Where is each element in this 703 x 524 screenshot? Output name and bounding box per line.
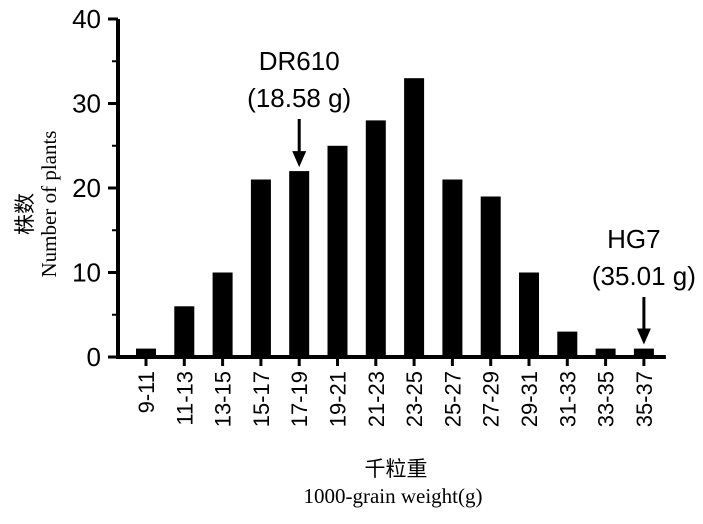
y-ticks-group: 0 10 20 30 40 bbox=[72, 4, 118, 372]
x-tick-label-29-31: 29-31 bbox=[517, 371, 542, 427]
x-tick-label-27-29: 27-29 bbox=[479, 371, 504, 427]
bar-15-17 bbox=[250, 179, 271, 357]
bar-31-33 bbox=[557, 331, 578, 357]
bar-19-21 bbox=[327, 145, 348, 358]
x-tick-label-21-23: 21-23 bbox=[364, 371, 389, 427]
x-tick-label-25-27: 25-27 bbox=[440, 371, 465, 427]
axes-group bbox=[116, 19, 666, 359]
y-axis-label-cn: 株数 bbox=[13, 193, 37, 235]
bar-13-15 bbox=[212, 272, 233, 357]
x-axis-label-cn: 千粒重 bbox=[365, 457, 428, 481]
bar-9-11 bbox=[136, 348, 156, 357]
x-tick-label-35-37: 35-37 bbox=[632, 371, 657, 427]
y-axis-label: Number of plants bbox=[37, 131, 61, 278]
y-tick-label-0: 0 bbox=[87, 342, 101, 372]
bar-21-23 bbox=[365, 120, 386, 358]
x-tick-label-23-25: 23-25 bbox=[402, 371, 427, 427]
x-tick-label-19-21: 19-21 bbox=[326, 371, 351, 427]
x-tick-label-33-35: 33-35 bbox=[594, 371, 619, 427]
x-tick-label-9-11: 9-11 bbox=[134, 371, 159, 413]
bar-29-31 bbox=[519, 272, 539, 357]
bar-17-19 bbox=[289, 171, 310, 357]
x-tick-label-15-17: 15-17 bbox=[249, 371, 274, 427]
x-tick-label-17-19: 17-19 bbox=[287, 371, 312, 427]
annotations-group: DR610 (18.58 g) HG7 (35.01 g) bbox=[247, 46, 696, 345]
bar-23-25 bbox=[404, 78, 425, 357]
y-tick-label-40: 40 bbox=[72, 4, 101, 34]
annotation-HG7-name: HG7 bbox=[607, 224, 660, 254]
x-tick-label-31-33: 31-33 bbox=[555, 371, 580, 427]
y-tick-label-20: 20 bbox=[72, 173, 101, 203]
bar-35-37 bbox=[633, 348, 654, 357]
annotation-DR610-value: (18.58 g) bbox=[247, 83, 351, 113]
bars-group bbox=[136, 78, 654, 358]
bar-25-27 bbox=[442, 179, 463, 357]
annotation-HG7-value: (35.01 g) bbox=[592, 261, 696, 291]
bar-11-13 bbox=[174, 306, 195, 357]
annotation-DR610-arrow-head bbox=[292, 151, 307, 168]
x-axis-label: 1000-grain weight(g) bbox=[303, 484, 482, 508]
x-tick-label-13-15: 13-15 bbox=[211, 371, 236, 427]
annotation-HG7-arrow-head bbox=[636, 328, 651, 345]
bar-33-35 bbox=[595, 348, 616, 357]
annotation-DR610-name: DR610 bbox=[259, 46, 340, 76]
y-tick-label-10: 10 bbox=[72, 258, 101, 288]
x-tick-label-11-13: 11-13 bbox=[172, 371, 197, 426]
x-ticks-group: 9-11 11-13 13-15 15-17 17-19 19-21 21-23 23-25 2… bbox=[134, 357, 657, 427]
bar-27-29 bbox=[480, 196, 501, 357]
y-tick-label-30: 30 bbox=[72, 89, 101, 119]
